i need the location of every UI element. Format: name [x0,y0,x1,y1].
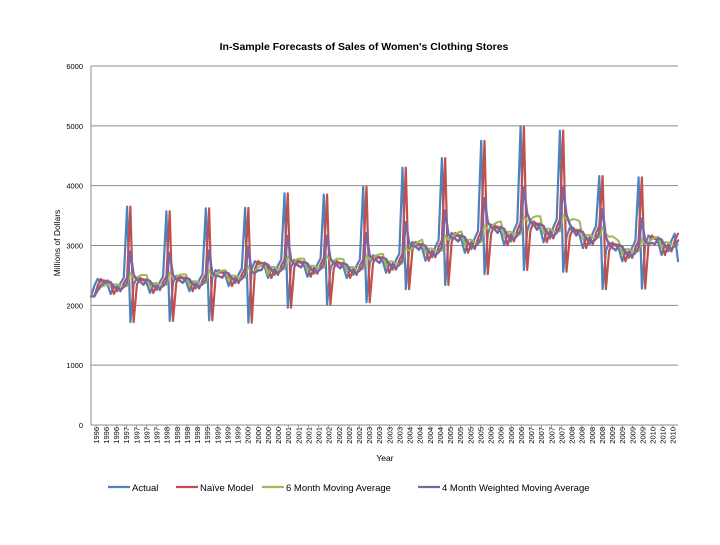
x-tick-label: 2000 [274,427,283,444]
x-tick-label: 2001 [294,427,303,444]
x-tick-label: 2005 [466,427,475,444]
x-tick-label: 2007 [547,427,556,444]
x-tick-label: 1999 [234,427,243,444]
y-tick-label: 3000 [66,242,83,251]
series-line-actual [89,125,680,324]
x-tick-label: 2003 [396,427,405,444]
x-axis-label: Year [376,453,393,463]
x-tick-label: 2007 [537,427,546,444]
x-tick-label: 2000 [244,427,253,444]
axes [90,66,678,426]
x-tick-label: 2006 [497,427,506,444]
x-tick-label: 2001 [315,427,324,444]
x-tick-label: 1998 [183,427,192,444]
x-tick-label: 1998 [163,427,172,444]
x-tick-label: 2010 [659,427,668,444]
x-tick-label: 2004 [416,427,425,444]
y-tick-label: 5000 [66,122,83,131]
y-tick-label: 0 [79,421,83,430]
x-tick-labels: 1996 1996 1996 1997 1997 1997 1997 1998 1998 1998… [92,425,678,444]
series-line-6-month-moving-average [90,213,679,298]
x-tick-label: 1997 [132,427,141,444]
x-tick-label: 2004 [436,427,445,444]
x-tick-label: 1996 [112,427,121,444]
x-tick-label: 2007 [557,427,566,444]
x-tick-label: 2010 [649,427,658,444]
x-tick-label: 2005 [456,427,465,444]
x-tick-label: 2005 [446,427,455,444]
x-tick-label: 2002 [335,427,344,444]
y-tick-labels: 0 1000 2000 3000 4000 5000 6000 [66,62,83,430]
legend-label-4-month-weighted-moving-average: 4 Month Weighted Moving Average [442,483,590,494]
x-tick-label: 2002 [345,427,354,444]
x-tick-label: 1997 [122,427,131,444]
x-tick-label: 2006 [507,427,516,444]
y-tick-label: 6000 [66,62,83,71]
x-tick-label: 1999 [213,427,222,444]
series-layer [89,125,680,324]
y-tick-label: 1000 [66,361,83,370]
x-tick-label: 2008 [598,427,607,444]
x-tick-label: 1997 [143,427,152,444]
x-tick-label: 2009 [628,427,637,444]
legend-label-6-month-moving-average: 6 Month Moving Average [286,483,391,494]
series-line-4-month-weighted-moving-average [89,186,680,298]
x-tick-label: 2009 [638,427,647,444]
x-tick-label: 2003 [385,427,394,444]
x-tick-label: 2000 [264,427,273,444]
x-tick-label: 1996 [92,427,101,444]
x-tick-label: 2007 [527,427,536,444]
x-tick-label: 2009 [608,427,617,444]
x-tick-label: 1996 [102,427,111,444]
x-tick-label: 2000 [254,427,263,444]
x-tick-label: 2010 [669,427,678,444]
x-tick-label: 1999 [203,427,212,444]
x-tick-label: 2004 [406,427,415,444]
x-tick-label: 2006 [487,427,496,444]
x-tick-label: 2003 [375,427,384,444]
x-tick-label: 2008 [588,427,597,444]
y-tick-label: 4000 [66,182,83,191]
x-tick-label: 1998 [193,427,202,444]
legend-label-actual: Actual [132,483,158,494]
x-tick-label: 2003 [365,427,374,444]
x-tick-label: 2002 [355,427,364,444]
x-tick-label: 2006 [517,427,526,444]
legend: Actual Naïve Model 6 Month Moving Average 4… [108,483,590,494]
chart-title: In-Sample Forecasts of Sales of Women's … [220,41,509,53]
x-tick-label: 2005 [476,427,485,444]
x-tick-label: 2008 [578,427,587,444]
y-tick-label: 2000 [66,301,83,310]
gridlines [91,65,678,366]
x-tick-label: 2004 [426,427,435,444]
x-tick-label: 2009 [618,427,627,444]
x-tick-label: 2001 [284,427,293,444]
x-tick-label: 1999 [223,427,232,444]
series-line-na-ve-model [89,125,680,324]
y-axis-label: Millions of Dollars [52,210,62,277]
x-tick-label: 2001 [304,427,313,444]
x-tick-label: 2008 [568,427,577,444]
x-tick-label: 1997 [153,427,162,444]
x-tick-label: 1998 [173,427,182,444]
legend-label-na-ve-model: Naïve Model [200,483,253,494]
x-tick-label: 2002 [325,427,334,444]
